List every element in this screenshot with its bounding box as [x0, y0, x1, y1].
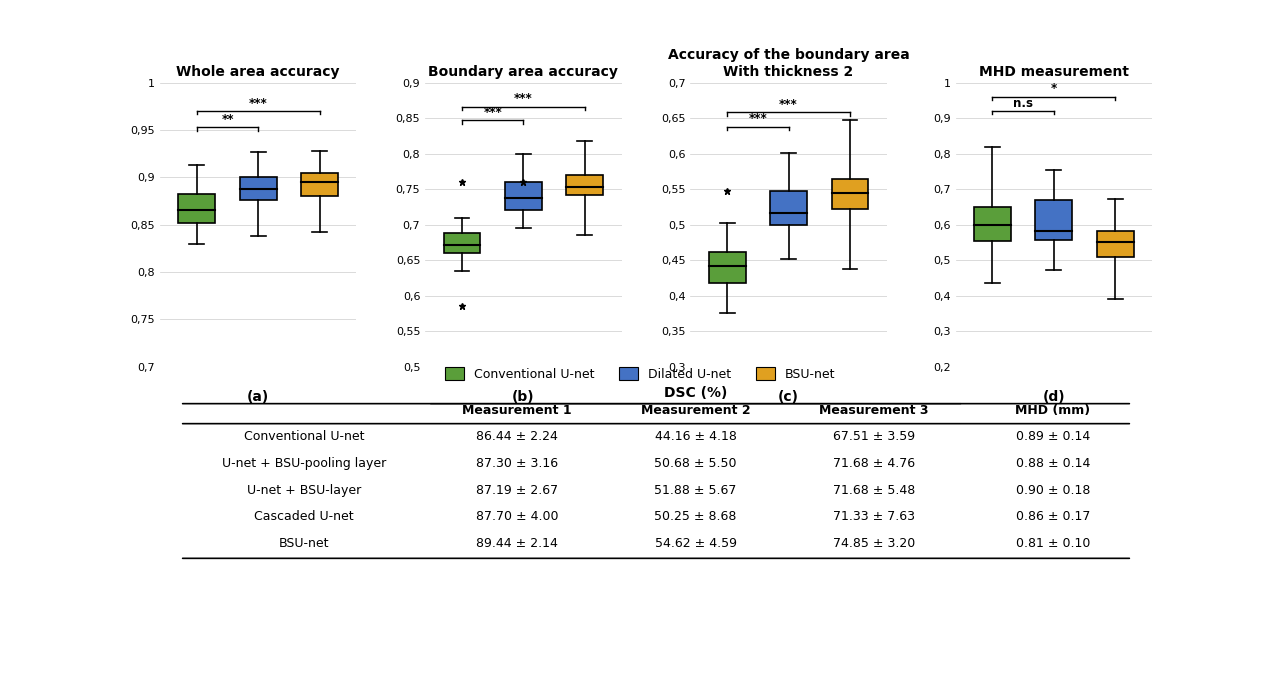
Bar [974, 207, 1011, 241]
Bar [506, 182, 541, 211]
Text: 67.51 ± 3.59: 67.51 ± 3.59 [833, 431, 915, 444]
Text: Measurement 3: Measurement 3 [819, 404, 929, 417]
Text: Measurement 1: Measurement 1 [462, 404, 572, 417]
Bar [566, 175, 603, 195]
Text: 50.25 ± 8.68: 50.25 ± 8.68 [654, 510, 737, 524]
Text: BSU-net: BSU-net [279, 537, 329, 550]
Text: ***: *** [248, 96, 268, 109]
Text: MHD (mm): MHD (mm) [1015, 404, 1091, 417]
Text: n.s: n.s [1012, 96, 1033, 109]
Text: 87.19 ± 2.67: 87.19 ± 2.67 [476, 484, 558, 497]
Text: (c): (c) [778, 389, 799, 404]
Text: 87.30 ± 3.16: 87.30 ± 3.16 [476, 457, 558, 470]
Title: Whole area accuracy: Whole area accuracy [177, 65, 340, 78]
Text: U-net + BSU-layer: U-net + BSU-layer [247, 484, 361, 497]
Bar [301, 173, 338, 196]
Text: ***: *** [780, 98, 797, 111]
Text: ***: *** [749, 112, 767, 125]
Text: 86.44 ± 2.24: 86.44 ± 2.24 [476, 431, 558, 444]
Text: 0.88 ± 0.14: 0.88 ± 0.14 [1015, 457, 1091, 470]
Bar [178, 195, 215, 223]
Text: Cascaded U-net: Cascaded U-net [253, 510, 353, 524]
Text: (d): (d) [1042, 389, 1065, 404]
Text: 51.88 ± 5.67: 51.88 ± 5.67 [654, 484, 737, 497]
Title: Accuracy of the boundary area
With thickness 2: Accuracy of the boundary area With thick… [668, 48, 910, 78]
Text: Conventional U-net: Conventional U-net [243, 431, 364, 444]
Text: 74.85 ± 3.20: 74.85 ± 3.20 [833, 537, 915, 550]
Legend: Conventional U-net, Dilated U-net, BSU-net: Conventional U-net, Dilated U-net, BSU-n… [440, 363, 840, 386]
Text: 71.33 ± 7.63: 71.33 ± 7.63 [833, 510, 915, 524]
Bar [771, 191, 806, 225]
Text: 0.81 ± 0.10: 0.81 ± 0.10 [1015, 537, 1091, 550]
Text: 71.68 ± 4.76: 71.68 ± 4.76 [833, 457, 915, 470]
Text: 44.16 ± 4.18: 44.16 ± 4.18 [655, 431, 736, 444]
Bar [1036, 200, 1073, 240]
Text: (b): (b) [512, 389, 535, 404]
Text: 50.68 ± 5.50: 50.68 ± 5.50 [654, 457, 737, 470]
Text: ***: *** [515, 92, 532, 105]
Text: 71.68 ± 5.48: 71.68 ± 5.48 [833, 484, 915, 497]
Text: (a): (a) [247, 389, 269, 404]
Text: Measurement 2: Measurement 2 [641, 404, 750, 417]
Text: 89.44 ± 2.14: 89.44 ± 2.14 [476, 537, 558, 550]
Text: DSC (%): DSC (%) [664, 386, 727, 400]
Text: ***: *** [484, 106, 502, 119]
Text: 0.90 ± 0.18: 0.90 ± 0.18 [1015, 484, 1091, 497]
Text: **: ** [221, 113, 234, 126]
Bar [832, 179, 868, 209]
Title: MHD measurement: MHD measurement [979, 65, 1129, 78]
Text: *: * [1051, 83, 1057, 96]
Bar [1097, 231, 1134, 257]
Text: U-net + BSU-pooling layer: U-net + BSU-pooling layer [221, 457, 387, 470]
Text: 87.70 ± 4.00: 87.70 ± 4.00 [476, 510, 558, 524]
Bar [709, 252, 746, 283]
Text: 0.89 ± 0.14: 0.89 ± 0.14 [1015, 431, 1091, 444]
Title: Boundary area accuracy: Boundary area accuracy [429, 65, 618, 78]
Text: 0.86 ± 0.17: 0.86 ± 0.17 [1015, 510, 1091, 524]
Bar [444, 233, 480, 253]
Bar [239, 178, 276, 200]
Text: 54.62 ± 4.59: 54.62 ± 4.59 [654, 537, 737, 550]
